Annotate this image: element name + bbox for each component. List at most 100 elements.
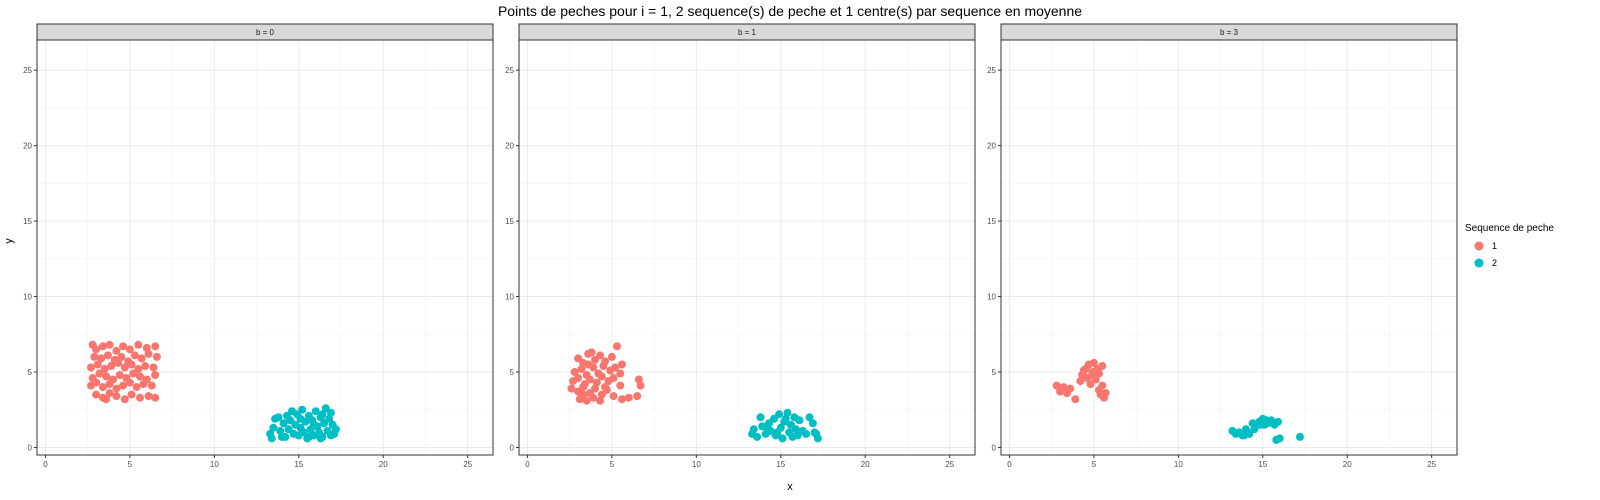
data-point-series-1: [112, 392, 121, 401]
data-point-series-1: [105, 380, 114, 389]
data-point-series-1: [1076, 377, 1085, 386]
y-tick-label: 15: [987, 217, 996, 226]
data-point-series-1: [1101, 389, 1110, 398]
data-point-series-1: [613, 342, 621, 351]
data-point-series-2: [331, 425, 340, 434]
data-point-series-2: [1262, 416, 1271, 425]
data-point-series-2: [753, 432, 762, 441]
data-point-series-2: [276, 426, 285, 435]
data-point-series-1: [105, 389, 114, 398]
data-point-series-1: [633, 392, 642, 401]
data-point-series-1: [136, 372, 144, 381]
data-point-series-2: [310, 420, 318, 429]
data-point-series-1: [147, 381, 156, 390]
data-point-series-2: [298, 405, 307, 414]
data-point-series-1: [596, 351, 605, 360]
data-point-series-1: [589, 393, 598, 402]
data-point-series-1: [592, 378, 601, 387]
y-axis-title: y: [3, 238, 15, 244]
data-point-series-1: [587, 348, 596, 357]
y-tick-label: 20: [23, 142, 32, 151]
data-point-series-1: [582, 396, 591, 405]
x-tick-label: 5: [610, 460, 615, 469]
data-point-series-1: [112, 346, 121, 355]
data-point-series-1: [131, 351, 139, 360]
y-tick-label: 5: [992, 368, 997, 377]
y-tick-label: 0: [510, 443, 515, 452]
legend-items: 12: [1474, 241, 1497, 268]
data-point-series-1: [93, 360, 102, 369]
data-point-series-1: [103, 351, 112, 360]
data-point-series-2: [316, 434, 325, 443]
data-point-series-1: [1086, 380, 1095, 389]
x-tick-label: 10: [210, 460, 219, 469]
data-point-series-1: [607, 352, 616, 361]
y-tick-label: 5: [510, 368, 515, 377]
data-point-series-2: [812, 429, 821, 438]
data-point-series-2: [311, 407, 320, 416]
data-point-series-2: [267, 434, 276, 443]
data-point-series-2: [773, 428, 782, 437]
data-point-series-2: [763, 423, 772, 432]
data-point-series-2: [756, 413, 765, 422]
data-point-series-2: [283, 411, 291, 420]
data-point-series-1: [105, 340, 114, 349]
data-point-series-1: [1095, 369, 1103, 378]
data-point-series-1: [136, 393, 144, 402]
x-tick-label: 10: [1174, 460, 1183, 469]
legend-key-1: [1474, 241, 1484, 251]
data-point-series-1: [585, 375, 594, 384]
data-point-series-1: [567, 384, 576, 393]
data-point-series-1: [1089, 358, 1098, 367]
data-point-series-1: [601, 383, 610, 392]
data-point-series-1: [1079, 366, 1088, 375]
data-point-series-1: [114, 358, 123, 367]
data-point-series-1: [125, 345, 134, 354]
data-point-series-1: [132, 383, 141, 392]
y-tick-label: 10: [987, 293, 996, 302]
x-tick-label: 15: [1258, 460, 1267, 469]
data-point-series-1: [609, 392, 618, 401]
data-point-series-1: [149, 363, 158, 372]
data-point-series-2: [326, 431, 335, 440]
x-tick-label: 0: [1007, 460, 1012, 469]
data-point-series-2: [325, 414, 334, 423]
legend-key-2: [1474, 258, 1484, 268]
facet-panel: b = 3 0 5 10 15 20 25 0 5 10 15 20 25: [987, 23, 1458, 469]
facet-panels: b = 0 0 5 10 15 20 25 0 5 10 15 20 25 b = 1 0 5 10 15 20 25…: [23, 23, 1458, 469]
y-tick-label: 25: [505, 66, 514, 75]
data-point-series-1: [115, 371, 124, 379]
data-point-series-2: [795, 416, 804, 425]
data-point-series-2: [274, 413, 283, 422]
legend: Sequence de peche 12: [1465, 223, 1554, 268]
data-point-series-1: [609, 374, 618, 382]
legend-label-1: 1: [1492, 241, 1497, 251]
data-point-series-1: [144, 392, 153, 401]
data-point-series-1: [574, 374, 583, 382]
data-point-series-1: [599, 362, 608, 370]
data-point-series-1: [129, 369, 138, 378]
x-tick-label: 15: [776, 460, 785, 469]
chart-title: Points de peches pour i = 1, 2 sequence(…: [498, 3, 1082, 19]
data-point-series-1: [611, 363, 620, 372]
facet-strip-label: b = 0: [256, 28, 275, 37]
data-point-series-1: [151, 393, 160, 402]
data-point-series-2: [1272, 435, 1281, 444]
data-point-series-1: [125, 378, 134, 387]
y-tick-label: 25: [23, 66, 32, 75]
data-point-series-1: [1071, 395, 1080, 404]
data-point-series-2: [749, 425, 758, 434]
data-point-series-2: [269, 423, 278, 432]
facet-strip-label: b = 1: [738, 28, 757, 37]
data-point-series-1: [577, 365, 586, 373]
data-point-series-1: [137, 354, 146, 363]
data-point-series-1: [134, 340, 143, 349]
data-point-series-1: [119, 381, 128, 390]
data-point-series-1: [87, 363, 95, 372]
data-point-series-1: [92, 345, 101, 354]
data-point-series-1: [151, 371, 160, 379]
data-point-series-2: [318, 410, 327, 419]
x-tick-label: 20: [1343, 460, 1352, 469]
x-tick-label: 25: [463, 460, 472, 469]
